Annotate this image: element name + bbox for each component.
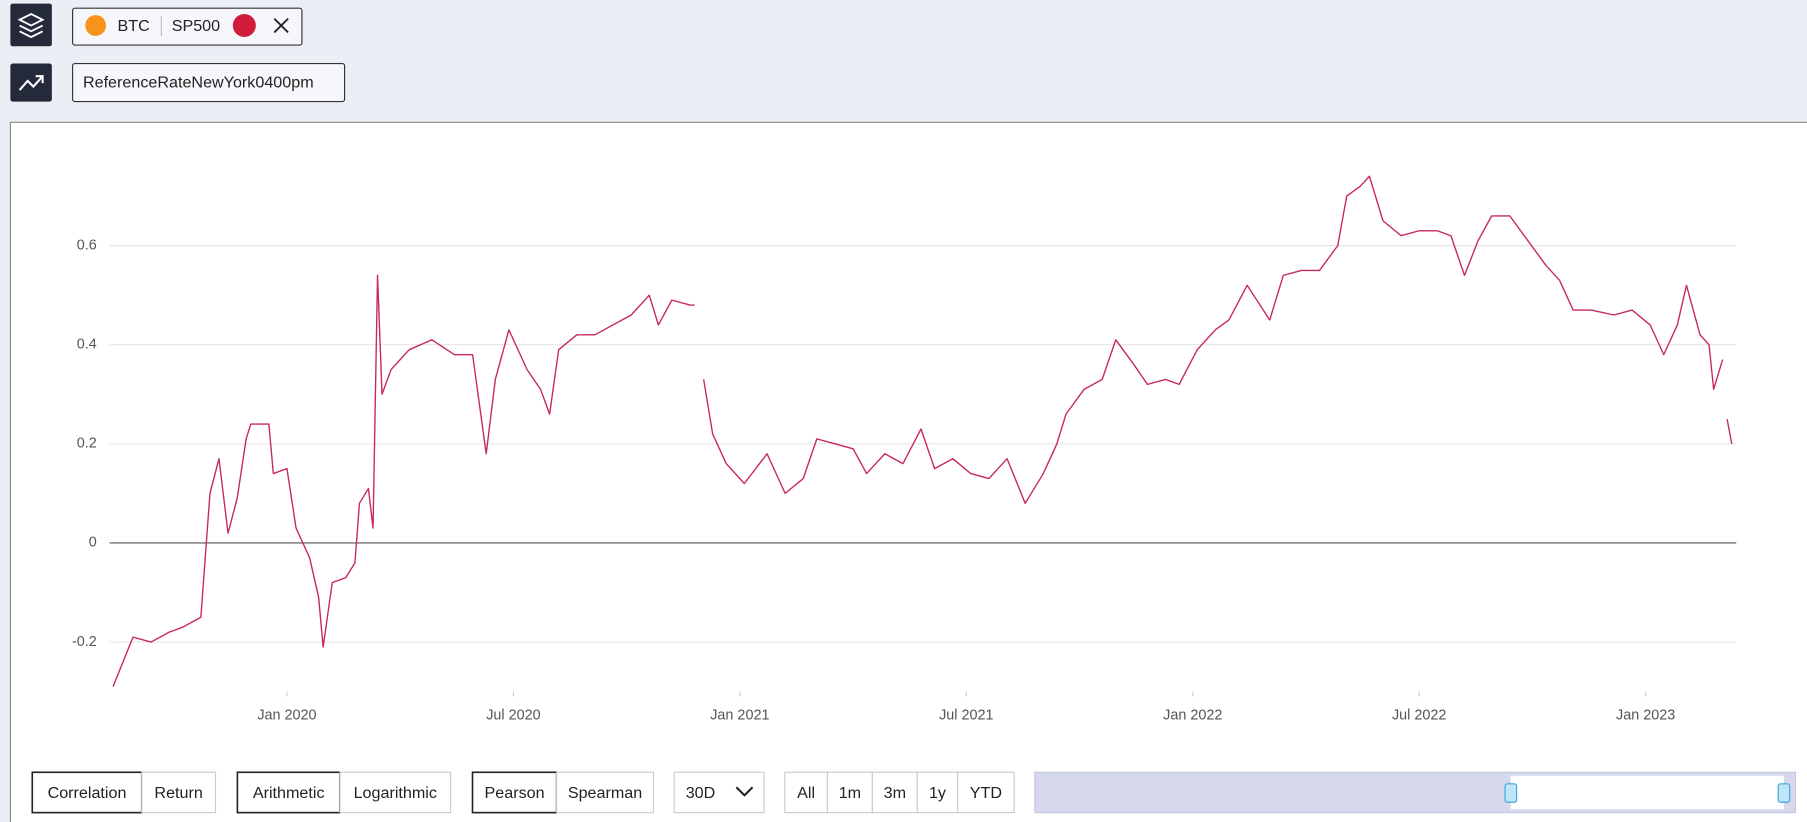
- x-tick-label: Jul 2022: [1392, 708, 1446, 724]
- metric-label: ReferenceRateNewYork0400pm: [83, 73, 314, 91]
- controls: Correlation Return Arithmetic Logarithmic Pe…: [31, 771, 1797, 814]
- asset-label: SP500: [172, 17, 220, 35]
- asset-label: BTC: [118, 17, 151, 35]
- dropdown-arrow: [735, 786, 754, 797]
- dropdown[interactable]: [673, 771, 765, 814]
- y-tick-label: 0.6: [77, 237, 97, 253]
- button-label[interactable]: 1y: [929, 784, 947, 802]
- button[interactable]: [556, 771, 655, 814]
- y-tick-label: 0.2: [77, 436, 97, 452]
- x-tick-label: Jul 2020: [486, 708, 540, 724]
- chart-panel: [9, 121, 1807, 822]
- dropdown-label[interactable]: 30D: [686, 784, 716, 802]
- remove-button[interactable]: [273, 17, 289, 34]
- x-tick-label: Jan 2023: [1616, 708, 1675, 724]
- navigator-window[interactable]: [1510, 775, 1784, 810]
- button[interactable]: [31, 771, 143, 814]
- button-label[interactable]: Spearman: [568, 784, 642, 802]
- navigator-handle[interactable]: [1504, 783, 1518, 803]
- x-tick-label: Jan 2022: [1163, 708, 1222, 724]
- asset-selector[interactable]: [72, 7, 303, 46]
- button-label[interactable]: 1m: [839, 784, 861, 802]
- y-tick-label: -0.2: [72, 634, 97, 650]
- button[interactable]: [339, 771, 452, 814]
- y-tick-label: 0: [89, 535, 97, 551]
- button[interactable]: [957, 771, 1015, 814]
- button-label[interactable]: All: [797, 784, 815, 802]
- navigator-handle[interactable]: [1777, 783, 1791, 803]
- button-label[interactable]: Logarithmic: [354, 784, 437, 802]
- metric-button[interactable]: [10, 63, 52, 102]
- button-label[interactable]: Arithmetic: [253, 784, 325, 802]
- button-label[interactable]: Pearson: [485, 784, 545, 802]
- button[interactable]: [916, 771, 959, 814]
- button[interactable]: [236, 771, 341, 814]
- metric-selector[interactable]: [72, 62, 346, 103]
- x-tick-label: Jan 2020: [257, 708, 316, 724]
- x-tick-label: Jan 2021: [710, 708, 769, 724]
- y-tick-label: 0.4: [77, 337, 97, 353]
- button-label[interactable]: Return: [154, 784, 202, 802]
- button[interactable]: [826, 771, 873, 814]
- button[interactable]: [871, 771, 918, 814]
- correlation-line: [112, 175, 1733, 687]
- button-label[interactable]: Correlation: [48, 784, 127, 802]
- button[interactable]: [471, 771, 558, 814]
- x-tick-label: Jul 2021: [939, 708, 993, 724]
- button-label[interactable]: 3m: [884, 784, 906, 802]
- button[interactable]: [141, 771, 217, 814]
- plot: -0.2 0 0.2 0.4 0.6 Jan 2020 Jul 2020 Jan 2021 Ju…: [72, 175, 1737, 724]
- button[interactable]: [784, 771, 829, 814]
- button-label[interactable]: YTD: [970, 784, 1002, 802]
- layers-button[interactable]: [10, 3, 52, 47]
